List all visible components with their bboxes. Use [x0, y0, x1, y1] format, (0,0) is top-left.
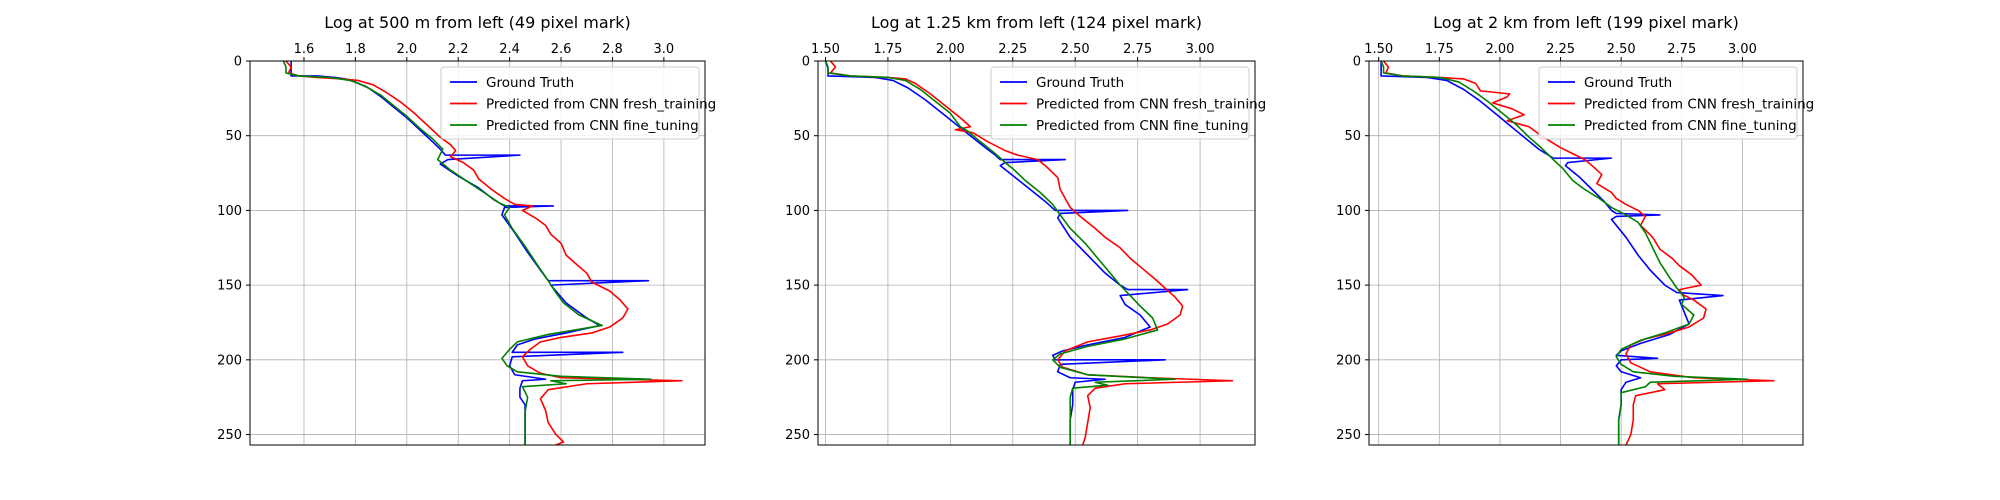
- legend-box: [990, 66, 1250, 140]
- series-line-fresh-training: [285, 61, 683, 445]
- legend-label: Predicted from CNN fine_tuning: [1584, 118, 1797, 134]
- x-tick-label: 3.00: [1186, 42, 1215, 57]
- x-tick-label: 2.25: [1546, 42, 1575, 57]
- y-tick-label: 50: [225, 129, 242, 144]
- y-tick-label: 150: [785, 279, 810, 294]
- legend-label: Predicted from CNN fresh_training: [1584, 97, 1814, 113]
- y-tick-label: 100: [217, 204, 242, 219]
- x-tick-label: 1.50: [1364, 42, 1393, 57]
- x-tick-label: 1.75: [873, 42, 902, 57]
- x-tick-label: 2.50: [1607, 42, 1636, 57]
- y-tick-label: 0: [802, 55, 810, 70]
- x-tick-label: 2.75: [1123, 42, 1152, 57]
- x-tick-label: 2.0: [396, 42, 417, 57]
- legend-box: [440, 66, 700, 140]
- subplot-right: 1.50 1.75 2.00 2.25 2.50 2.75 3.00 0 50 100 150 200…: [1336, 13, 1814, 446]
- y-tick-label: 250: [1336, 428, 1361, 443]
- series-line-fine-tuning: [824, 61, 1176, 445]
- subplot-title: Log at 500 m from left (49 pixel mark): [324, 13, 631, 32]
- y-tick-label: 250: [785, 428, 810, 443]
- axes-frame: [249, 60, 706, 446]
- x-tick-label: 2.75: [1667, 42, 1696, 57]
- y-tick-label: 100: [785, 204, 810, 219]
- subplot-title: Log at 1.25 km from left (124 pixel mark…: [871, 13, 1202, 32]
- x-tick-label: 2.4: [499, 42, 520, 57]
- x-tick-label: 2.8: [602, 42, 623, 57]
- x-tick-label: 2.2: [448, 42, 469, 57]
- legend-label: Predicted from CNN fresh_training: [1036, 97, 1266, 113]
- legend-label: Predicted from CNN fine_tuning: [1036, 118, 1249, 134]
- x-tick-label: 2.50: [1061, 42, 1090, 57]
- x-tick-label: 1.6: [294, 42, 315, 57]
- y-tick-label: 150: [1336, 279, 1361, 294]
- x-tick-label: 1.75: [1425, 42, 1454, 57]
- x-tick-label: 2.25: [998, 42, 1027, 57]
- series-line-fine-tuning: [282, 61, 652, 445]
- y-tick-label: 50: [793, 129, 810, 144]
- y-tick-label: 200: [1336, 353, 1361, 368]
- x-tick-label: 2.00: [936, 42, 965, 57]
- y-tick-label: 0: [234, 55, 242, 70]
- legend: Ground Truth Predicted from CNN fresh_tra…: [440, 66, 716, 140]
- y-tick-label: 200: [785, 353, 810, 368]
- y-tick-label: 150: [217, 279, 242, 294]
- legend: Ground Truth Predicted from CNN fresh_tra…: [1538, 66, 1814, 140]
- x-tick-label: 3.00: [1728, 42, 1757, 57]
- legend-label: Ground Truth: [486, 75, 574, 91]
- legend-label: Predicted from CNN fresh_training: [486, 97, 716, 113]
- legend-box: [1538, 66, 1798, 140]
- axes-frame: [1368, 60, 1804, 446]
- x-tick-label: 2.6: [551, 42, 572, 57]
- legend-label: Predicted from CNN fine_tuning: [486, 118, 699, 134]
- y-tick-label: 100: [1336, 204, 1361, 219]
- subplot-left: 1.6 1.8 2.0 2.2 2.4 2.6 2.8 3.0050100150200250 …: [217, 13, 716, 446]
- axes-frame: [817, 60, 1256, 446]
- y-tick-label: 50: [1344, 129, 1361, 144]
- series-line-ground-truth: [290, 61, 650, 445]
- subplot-title: Log at 2 km from left (199 pixel mark): [1433, 13, 1739, 32]
- y-tick-label: 0: [1353, 55, 1361, 70]
- y-tick-label: 250: [217, 428, 242, 443]
- x-tick-label: 1.50: [811, 42, 840, 57]
- legend-label: Ground Truth: [1584, 75, 1672, 91]
- subplot-middle: 1.50 1.75 2.00 2.25 2.50 2.75 3.00 0 50 100 150 200…: [785, 13, 1266, 446]
- x-tick-label: 3.0: [654, 42, 675, 57]
- series-line-ground-truth: [824, 61, 1189, 445]
- legend-label: Ground Truth: [1036, 75, 1124, 91]
- series-line-fine-tuning: [1380, 61, 1749, 445]
- y-tick-label: 200: [217, 353, 242, 368]
- legend: Ground Truth Predicted from CNN fresh_tra…: [990, 66, 1266, 140]
- x-tick-label: 1.8: [345, 42, 366, 57]
- x-tick-label: 2.00: [1485, 42, 1514, 57]
